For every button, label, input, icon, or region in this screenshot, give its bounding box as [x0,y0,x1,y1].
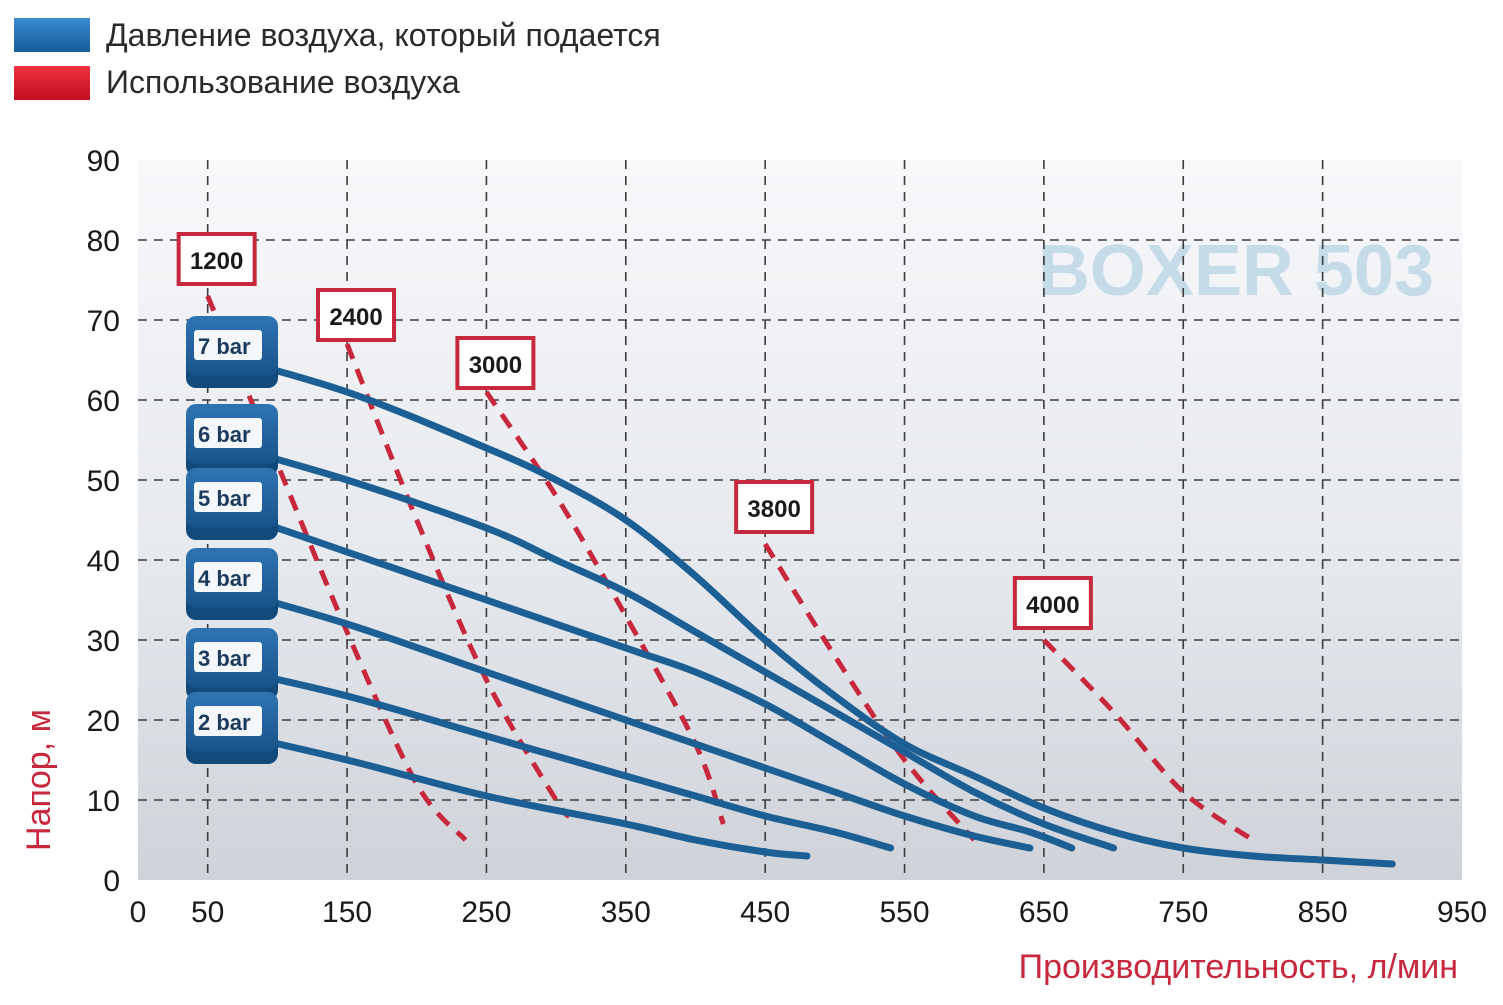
y-axis-title: Напор, м [20,709,58,851]
y-tick-label: 80 [87,225,120,258]
x-tick-label: 650 [1019,896,1069,929]
consumption-label-text: 3800 [747,496,800,523]
y-tick-label: 60 [87,385,120,418]
consumption-line-4000 [1042,638,1255,843]
legend-swatch-pressure [14,18,90,52]
pressure-badge-label: 4 bar [198,566,251,591]
x-tick-label: 0 [130,896,147,929]
legend-label-pressure: Давление воздуха, который подается [106,17,661,53]
x-tick-label: 250 [461,896,511,929]
y-tick-label: 40 [87,545,120,578]
x-tick-label: 550 [879,896,929,929]
x-tick-label: 950 [1437,896,1487,929]
x-axis-title: Производительность, л/мин [1019,948,1458,986]
pressure-badge-4-bar: 4 bar [186,548,278,620]
pressure-line-3-bar [204,660,895,852]
x-tick-label: 750 [1158,896,1208,929]
y-tick-label: 0 [103,865,120,898]
pressure-badge-5-bar: 5 bar [186,468,278,540]
consumption-line-1200 [205,295,468,842]
pressure-badge-2-bar: 2 bar [186,692,278,764]
consumption-label-4000: 4000 [1012,576,1093,630]
legend: Давление воздуха, который подается Испол… [14,17,661,100]
y-tick-label: 90 [87,145,120,178]
x-tick-label: 50 [191,896,224,929]
consumption-label-text: 1200 [190,248,243,275]
pressure-series [204,348,1396,868]
y-tick-label: 50 [87,465,120,498]
pressure-line-5-bar [204,500,1076,852]
legend-swatch-consumption [14,66,90,100]
consumption-label-1200: 1200 [176,232,257,286]
pressure-badges: 7 bar 6 bar 5 bar 4 bar 3 bar 2 bar [186,316,278,764]
consumption-label-text: 2400 [329,304,382,331]
watermark: BOXER 503 [1038,231,1434,311]
x-tick-label: 350 [601,896,651,929]
pressure-line-6-bar [204,436,1118,852]
consumption-labels: 1200 2400 3000 3800 4000 [176,232,1093,630]
pressure-badge-6-bar: 6 bar [186,404,278,476]
y-tick-label: 70 [87,305,120,338]
x-tick-label: 150 [322,896,372,929]
pressure-badge-3-bar: 3 bar [186,628,278,700]
consumption-line-2400 [344,343,572,819]
pressure-badge-7-bar: 7 bar [186,316,278,388]
y-tick-label: 20 [87,705,120,738]
pressure-badge-label: 2 bar [198,710,251,735]
pressure-badge-label: 6 bar [198,422,251,447]
consumption-line-3800 [763,542,977,842]
pressure-line-4-bar [204,580,1034,852]
y-tick-label: 10 [87,785,120,818]
consumption-label-text: 3000 [469,352,522,379]
axes: 0 10 20 30 40 50 60 70 80 90 0 50 150 250 350 450 550 650… [87,145,1487,929]
consumption-label-text: 4000 [1026,592,1079,619]
x-tick-label: 850 [1298,896,1348,929]
consumption-series [205,295,1255,843]
consumption-label-3800: 3800 [734,480,815,534]
pressure-badge-label: 5 bar [198,486,251,511]
consumption-label-2400: 2400 [316,288,397,342]
x-tick-label: 450 [740,896,790,929]
pressure-badge-label: 3 bar [198,646,251,671]
pressure-line-7-bar [204,348,1396,868]
pressure-line-2-bar [204,724,811,860]
consumption-label-3000: 3000 [455,336,536,390]
pressure-badge-label: 7 bar [198,334,251,359]
y-tick-label: 30 [87,625,120,658]
legend-label-consumption: Использование воздуха [106,64,460,100]
